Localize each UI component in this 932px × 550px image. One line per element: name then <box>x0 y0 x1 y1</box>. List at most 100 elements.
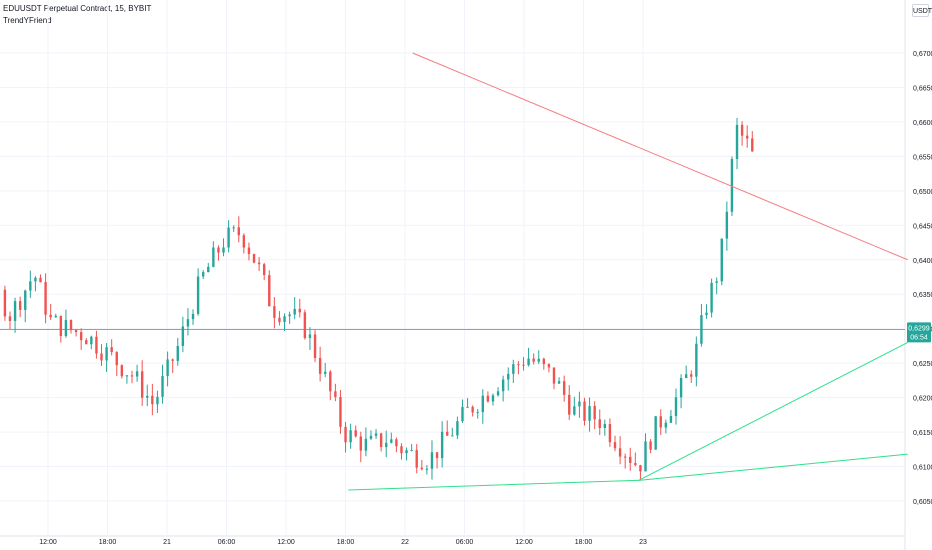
candle-body-up <box>207 266 210 273</box>
candle-body-down <box>593 405 596 420</box>
candle-body-down <box>39 277 42 283</box>
candle-body-down <box>613 442 617 449</box>
candle-body-up <box>176 345 179 361</box>
x-tick-label: 21 <box>163 539 171 546</box>
candle-body-up <box>125 375 129 377</box>
candle-body-up <box>374 433 378 436</box>
candle-body-up <box>24 290 27 310</box>
candle-body-up <box>715 281 718 283</box>
indicator-label[interactable]: TrendYFriend <box>3 16 52 25</box>
candle-body-up <box>232 227 235 229</box>
candle-body-down <box>598 419 601 428</box>
candle-body-up <box>425 468 429 470</box>
candle-body-up <box>364 438 368 451</box>
candle-body-down <box>634 462 637 466</box>
candle-body-up <box>54 315 57 318</box>
candle-body-up <box>720 238 723 282</box>
candle-body-down <box>359 436 362 451</box>
candle-body-down <box>313 334 317 359</box>
candle-body-down <box>237 227 240 236</box>
candle-body-up <box>507 373 510 380</box>
candle-body-down <box>59 315 63 336</box>
candle-body-down <box>49 314 52 318</box>
candle-body-down <box>151 395 154 405</box>
x-tick-label: 18:00 <box>337 539 355 546</box>
candle-body-down <box>400 446 403 454</box>
candle-body-up <box>385 442 388 448</box>
chart-title: EDUUSDT Perpetual Contract, 15, BYBIT <box>3 4 152 13</box>
candle-body-up <box>29 281 32 291</box>
candle-body-up <box>324 371 327 374</box>
y-tick-label: 0,6050 <box>913 499 932 506</box>
candle-body-up <box>196 276 200 314</box>
candle-body-down <box>100 353 103 361</box>
candle-body-down <box>517 364 520 366</box>
candle-body-down <box>552 367 556 384</box>
candle-body-down <box>745 135 749 139</box>
candle-body-down <box>583 401 586 421</box>
candle-body-down <box>252 254 256 263</box>
candle-body-down <box>247 247 251 255</box>
candle-body-up <box>390 439 393 443</box>
candle-body-down <box>262 264 266 276</box>
candle-body-down <box>95 336 98 354</box>
candle-body-up <box>135 371 139 377</box>
candle-body-up <box>181 326 185 346</box>
candle-body-up <box>201 272 205 277</box>
candle-body-up <box>456 421 459 436</box>
x-tick-label: 12:00 <box>515 539 533 546</box>
candle-body-down <box>395 439 398 447</box>
candle-body-up <box>578 401 581 407</box>
candle-body-down <box>339 397 342 427</box>
candle-body-up <box>705 312 708 316</box>
candle-body-down <box>268 275 271 307</box>
candle-body-up <box>491 395 495 402</box>
last-price-label: 0,6299 <box>908 325 930 332</box>
candle-body-up <box>537 358 540 362</box>
candle-body-down <box>79 332 83 341</box>
candle-body-down <box>130 375 134 377</box>
candle-body-up <box>512 364 515 374</box>
candle-body-down <box>18 301 22 310</box>
support-trend-line <box>638 342 908 481</box>
candle-countdown-label: 06:54 <box>910 334 928 341</box>
candle-body-up <box>730 158 734 212</box>
candle-body-up <box>669 416 673 423</box>
candle-body-down <box>273 306 276 318</box>
candle-body-up <box>476 412 479 414</box>
candle-body-down <box>547 364 551 368</box>
candle-body-up <box>191 313 195 320</box>
candle-body-up <box>674 397 678 417</box>
currency-button[interactable]: USDT <box>912 4 932 17</box>
candle-body-down <box>329 371 332 392</box>
candle-body-up <box>644 441 647 472</box>
candle-body-down <box>740 124 744 136</box>
candle-body-up <box>186 319 190 327</box>
candle-body-down <box>8 316 12 321</box>
candle-body-up <box>451 435 454 437</box>
candle-body-up <box>283 316 286 322</box>
candle-body-down <box>562 381 566 395</box>
candle-body-down <box>298 308 301 313</box>
candle-body-up <box>430 452 434 469</box>
candle-body-up <box>410 450 413 452</box>
candle-body-down <box>318 358 322 374</box>
candle-body-down <box>217 247 220 253</box>
candle-body-down <box>522 364 525 366</box>
candle-body-up <box>293 308 296 315</box>
candle-body-down <box>629 456 632 463</box>
candle-body-up <box>227 227 230 248</box>
candle-body-down <box>446 431 449 436</box>
candle-body-up <box>308 334 312 339</box>
candle-body-up <box>664 422 668 428</box>
candle-body-up <box>13 301 17 321</box>
